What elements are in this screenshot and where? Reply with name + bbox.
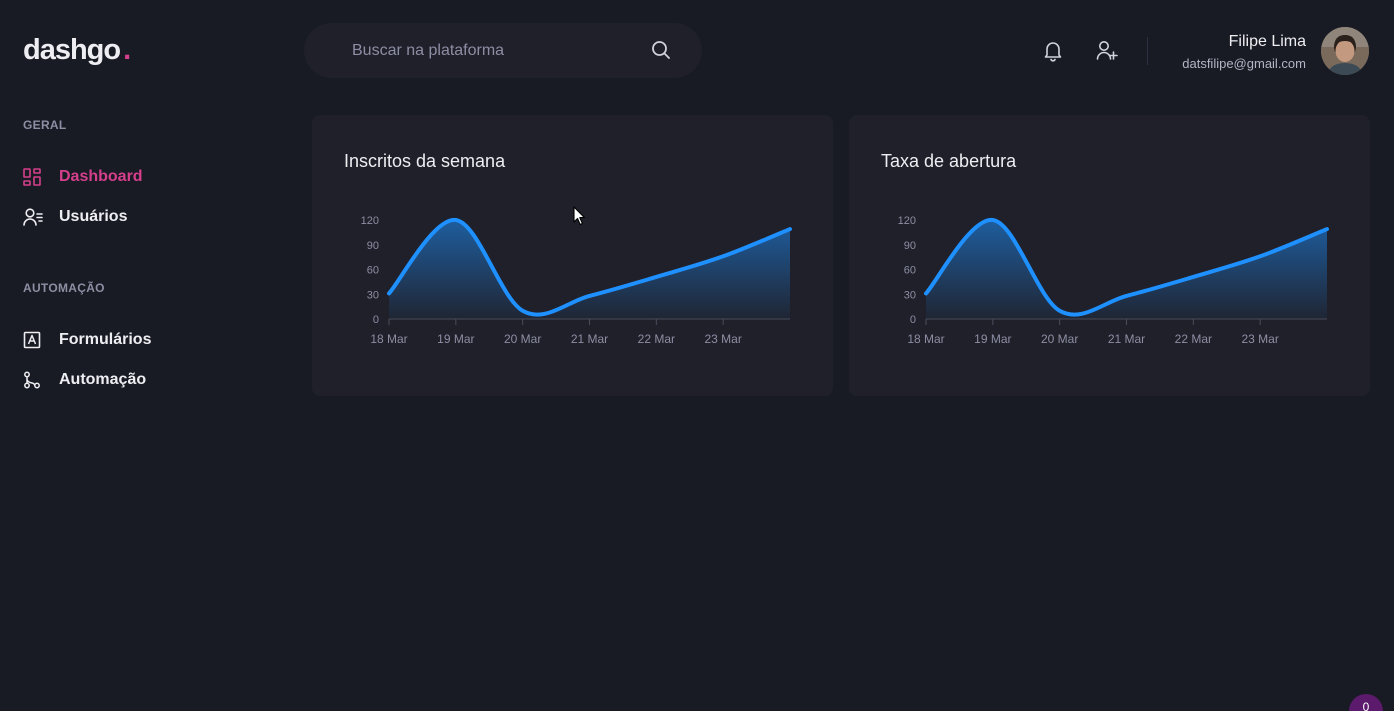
dashboard-icon bbox=[23, 167, 43, 187]
chart-title: Taxa de abertura bbox=[881, 151, 1017, 171]
corner-badge[interactable]: 0 bbox=[1349, 694, 1383, 711]
sidebar-item-usuarios[interactable]: Usuários bbox=[23, 205, 127, 229]
automation-icon bbox=[23, 370, 43, 390]
mouse-cursor-icon bbox=[573, 206, 586, 231]
chart-inscritos[interactable]: 0 30 60 90 120 18 Mar 19 Mar 20 Mar 21 Mar 22 Mar… bbox=[312, 115, 833, 396]
chart-title: Inscritos da semana bbox=[344, 151, 506, 171]
header-divider bbox=[1147, 37, 1148, 65]
search-icon[interactable] bbox=[651, 40, 671, 65]
avatar[interactable] bbox=[1321, 27, 1369, 75]
y-tick-label: 60 bbox=[367, 265, 379, 277]
series-line bbox=[924, 218, 1329, 317]
users-icon bbox=[23, 207, 43, 227]
sidebar-item-label: Formulários bbox=[59, 331, 152, 348]
logo-dot: . bbox=[123, 34, 131, 66]
x-tick-label: 21 Mar bbox=[571, 332, 608, 346]
x-tick-label: 21 Mar bbox=[1108, 332, 1145, 346]
series-area bbox=[389, 219, 790, 319]
x-tick-label: 18 Mar bbox=[907, 332, 944, 346]
x-tick-label: 20 Mar bbox=[504, 332, 541, 346]
sidebar-item-formularios[interactable]: Formulários bbox=[23, 328, 151, 352]
y-tick-label: 30 bbox=[367, 289, 379, 301]
search-bar bbox=[304, 23, 702, 78]
sidebar-item-label: Usuários bbox=[59, 208, 128, 225]
sidebar-item-dashboard[interactable]: Dashboard bbox=[23, 165, 143, 189]
sidebar-item-label: Dashboard bbox=[59, 168, 143, 185]
chart-taxa-abertura[interactable]: 0 30 60 90 120 18 Mar 19 Mar 20 Mar 21 Mar 22 Mar… bbox=[849, 115, 1370, 396]
form-icon bbox=[23, 330, 43, 350]
y-tick-label: 90 bbox=[367, 240, 379, 252]
section-title-automacao: AUTOMAÇÃO bbox=[23, 281, 105, 295]
chart-card-taxa-abertura: Taxa de abertura 0 30 60 90 120 18 Mar 19 Mar 2… bbox=[849, 115, 1370, 396]
search-input[interactable] bbox=[350, 38, 644, 64]
bell-icon[interactable] bbox=[1043, 40, 1063, 67]
user-email: datsfilipe@gmail.com bbox=[1182, 56, 1306, 71]
add-user-icon[interactable] bbox=[1096, 40, 1118, 67]
logo-text: dashgo bbox=[23, 34, 121, 66]
y-tick-label: 120 bbox=[898, 215, 916, 227]
x-tick-label: 20 Mar bbox=[1041, 332, 1078, 346]
series-line bbox=[387, 218, 792, 317]
section-title-geral: GERAL bbox=[23, 118, 67, 132]
y-tick-label: 0 bbox=[373, 314, 379, 326]
y-tick-label: 30 bbox=[904, 289, 916, 301]
sidebar-item-label: Automação bbox=[59, 371, 147, 388]
y-tick-label: 120 bbox=[361, 215, 379, 227]
logo[interactable]: dashgo. bbox=[23, 34, 131, 67]
x-tick-label: 22 Mar bbox=[638, 332, 675, 346]
x-tick-label: 19 Mar bbox=[974, 332, 1011, 346]
chart-card-inscritos: Inscritos da semana 0 30 60 90 120 18 Mar 19 M… bbox=[312, 115, 833, 396]
x-tick-label: 23 Mar bbox=[704, 332, 741, 346]
y-tick-label: 60 bbox=[904, 265, 916, 277]
user-name: Filipe Lima bbox=[1228, 33, 1306, 50]
x-tick-label: 19 Mar bbox=[437, 332, 474, 346]
sidebar-item-automacao[interactable]: Automação bbox=[23, 368, 146, 392]
x-tick-label: 18 Mar bbox=[370, 332, 407, 346]
x-tick-label: 22 Mar bbox=[1175, 332, 1212, 346]
x-tick-label: 23 Mar bbox=[1241, 332, 1278, 346]
series-area bbox=[926, 219, 1327, 319]
y-tick-label: 90 bbox=[904, 240, 916, 252]
y-tick-label: 0 bbox=[910, 314, 916, 326]
